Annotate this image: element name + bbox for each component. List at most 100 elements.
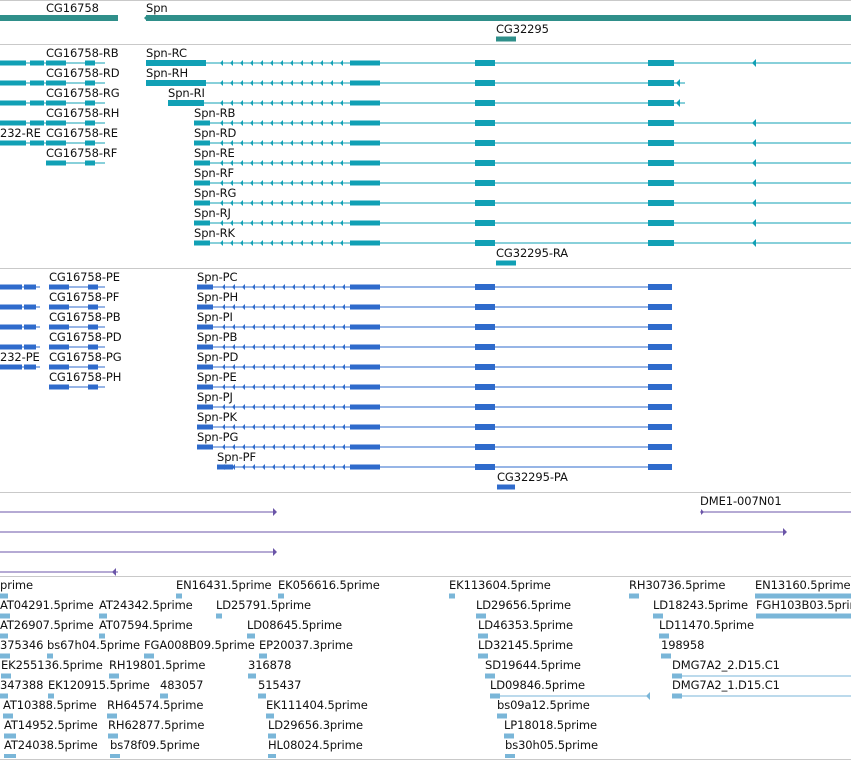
- est-label[interactable]: LD29656.5prime: [476, 598, 571, 612]
- strand-arrow-left: [270, 240, 273, 246]
- protein-label[interactable]: 232-PE: [0, 350, 40, 364]
- est-label[interactable]: FGA008B09.5prime: [144, 638, 255, 652]
- est-label[interactable]: LD29656.3prime: [268, 718, 363, 732]
- est-label[interactable]: LD25791.5prime: [216, 598, 311, 612]
- strand-arrow-left: [646, 692, 650, 700]
- est-label[interactable]: AT07594.5prime: [99, 618, 193, 632]
- protein-label[interactable]: CG16758-PG: [49, 350, 122, 364]
- est-glyph: [4, 733, 16, 739]
- transcript-label[interactable]: CG16758-RG: [46, 86, 120, 100]
- strand-arrow-left: [332, 424, 335, 430]
- transcript-label[interactable]: CG16758-RH: [46, 106, 120, 120]
- est-label[interactable]: DMG7A2_2.D15.C1: [672, 658, 780, 672]
- protein-label[interactable]: CG16758-PE: [49, 270, 120, 284]
- est-label[interactable]: AT10388.5prime: [3, 698, 97, 712]
- protein-label[interactable]: Spn-PC: [197, 270, 238, 284]
- protein-label[interactable]: CG16758-PD: [49, 330, 122, 344]
- gene-label[interactable]: CG32295: [496, 22, 549, 36]
- transcript-label[interactable]: CG32295-RA: [496, 246, 569, 260]
- protein-label[interactable]: Spn-PH: [197, 290, 239, 304]
- strand-arrow-left: [242, 404, 245, 410]
- strand-arrow-left: [262, 324, 265, 330]
- strand-arrow-left: [250, 220, 253, 226]
- est-label[interactable]: RH19801.5prime: [109, 658, 206, 672]
- est-label[interactable]: bs30h05.5prime: [505, 738, 598, 752]
- transcript-label[interactable]: Spn-RK: [194, 226, 235, 240]
- protein-label[interactable]: Spn-PB: [197, 330, 238, 344]
- est-label[interactable]: AT04291.5prime: [0, 598, 94, 612]
- protein-label[interactable]: Spn-PD: [197, 350, 239, 364]
- est-label[interactable]: RH64574.5prime: [107, 698, 204, 712]
- protein-label[interactable]: CG16758-PF: [49, 290, 120, 304]
- est-label[interactable]: 375346: [0, 638, 44, 652]
- est-label[interactable]: LD18243.5prime: [653, 598, 748, 612]
- est-label[interactable]: EN13160.5prime: [755, 578, 851, 592]
- est-label[interactable]: RH62877.5prime: [108, 718, 205, 732]
- transcript-label[interactable]: Spn-RI: [168, 86, 205, 100]
- est-label[interactable]: DMG7A2_1.D15.C1: [672, 678, 780, 692]
- est-label[interactable]: 515437: [258, 678, 302, 692]
- est-label[interactable]: RH30736.5prime: [629, 578, 726, 592]
- transcript-label[interactable]: CG16758-RB: [46, 46, 119, 60]
- exon-block: [24, 304, 36, 310]
- transcript-label[interactable]: CG16758-RD: [46, 66, 120, 80]
- transcript-label[interactable]: Spn-RF: [194, 166, 235, 180]
- est-label[interactable]: LD46353.5prime: [478, 618, 573, 632]
- transcript-label[interactable]: Spn-RD: [194, 126, 237, 140]
- protein-label[interactable]: Spn-PF: [217, 450, 256, 464]
- est-label[interactable]: EK111404.5prime: [266, 698, 368, 712]
- est-label[interactable]: AT14952.5prime: [4, 718, 98, 732]
- est-label[interactable]: AT26907.5prime: [0, 618, 94, 632]
- est-label[interactable]: LD09846.5prime: [490, 678, 585, 692]
- strand-arrow-left: [220, 180, 223, 186]
- transcript-label[interactable]: CG16758-RF: [46, 146, 118, 160]
- est-label[interactable]: HL08024.5prime: [268, 738, 363, 752]
- est-label[interactable]: EP20037.3prime: [259, 638, 353, 652]
- est-label[interactable]: 198958: [661, 638, 705, 652]
- transcript-label[interactable]: Spn-RE: [194, 146, 235, 160]
- transcript-label[interactable]: Spn-RJ: [194, 206, 231, 220]
- protein-label[interactable]: CG32295-PA: [497, 470, 568, 484]
- protein-label[interactable]: Spn-PG: [197, 430, 239, 444]
- protein-label[interactable]: Spn-PI: [197, 310, 233, 324]
- est-label[interactable]: EK255136.5prime: [1, 658, 103, 672]
- transcript-label[interactable]: 232-RE: [0, 126, 41, 140]
- est-label[interactable]: EK120915.5prime: [48, 678, 150, 692]
- gene-label[interactable]: Spn: [146, 1, 168, 15]
- strand-arrow-left: [340, 200, 343, 206]
- est-label[interactable]: FGH103B03.5prime: [756, 598, 851, 612]
- est-label[interactable]: AT24342.5prime: [99, 598, 193, 612]
- protein-label[interactable]: Spn-PJ: [197, 390, 233, 404]
- protein-label[interactable]: Spn-PE: [197, 370, 237, 384]
- est-label[interactable]: LD11470.5prime: [659, 618, 754, 632]
- est-label[interactable]: prime: [0, 578, 34, 592]
- transcript-label[interactable]: Spn-RH: [146, 66, 189, 80]
- est-label[interactable]: LP18018.5prime: [504, 718, 597, 732]
- est-label[interactable]: 316878: [248, 658, 292, 672]
- strand-arrow-left: [320, 160, 323, 166]
- transcript-label[interactable]: Spn-RC: [146, 46, 187, 60]
- est-label[interactable]: bs78f09.5prime: [110, 738, 200, 752]
- protein-label[interactable]: CG16758-PH: [49, 370, 122, 384]
- strand-arrow-left: [752, 199, 756, 207]
- est-label[interactable]: LD32145.5prime: [478, 638, 573, 652]
- est-label[interactable]: EK113604.5prime: [449, 578, 551, 592]
- est-label[interactable]: EK056616.5prime: [278, 578, 380, 592]
- transcript-label[interactable]: Spn-RG: [194, 186, 237, 200]
- protein-label[interactable]: CG16758-PB: [49, 310, 121, 324]
- est-glyph: [3, 713, 13, 719]
- est-label[interactable]: EN16431.5prime: [176, 578, 272, 592]
- gene-label[interactable]: CG16758: [46, 1, 99, 15]
- est-label[interactable]: bs09a12.5prime: [497, 698, 590, 712]
- transcript-label[interactable]: CG16758-RE: [46, 126, 118, 140]
- est-label[interactable]: 347388: [0, 678, 44, 692]
- est-label[interactable]: 483057: [160, 678, 204, 692]
- est-label[interactable]: bs67h04.5prime: [47, 638, 140, 652]
- est-label[interactable]: AT24038.5prime: [4, 738, 98, 752]
- exon-block: [475, 324, 495, 330]
- est-label[interactable]: SD19644.5prime: [485, 658, 581, 672]
- est-label[interactable]: LD08645.5prime: [247, 618, 342, 632]
- transcript-label[interactable]: Spn-RB: [194, 106, 236, 120]
- protein-label[interactable]: Spn-PK: [197, 410, 237, 424]
- clone-label[interactable]: DME1-007N01: [700, 494, 782, 508]
